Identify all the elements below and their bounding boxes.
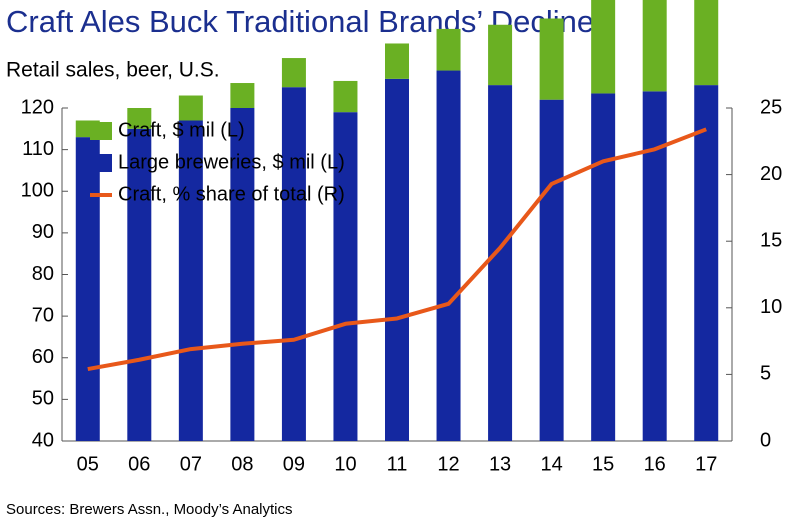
bar xyxy=(694,0,719,86)
y-tick-label: 50 xyxy=(32,388,54,410)
x-tick-label: 12 xyxy=(437,453,459,475)
chart-subtitle: Retail sales, beer, U.S. xyxy=(6,59,220,82)
bar xyxy=(694,85,719,441)
x-tick-label: 07 xyxy=(180,453,202,475)
bar xyxy=(75,137,100,441)
bar xyxy=(178,120,203,442)
x-tick-label: 09 xyxy=(283,453,305,475)
bar xyxy=(591,93,616,442)
legend-label: Craft, $ mil (L) xyxy=(118,119,245,141)
x-tick-label: 10 xyxy=(334,453,356,475)
bar xyxy=(385,43,409,79)
y-tick-label: 110 xyxy=(22,138,54,160)
bar xyxy=(539,99,564,442)
y2-tick-label: 10 xyxy=(760,296,782,318)
x-tick-label: 05 xyxy=(77,453,99,475)
bar xyxy=(281,87,306,441)
y2-tick-label: 15 xyxy=(760,229,782,251)
y-tick-label: 60 xyxy=(32,346,54,368)
y2-tick-label: 25 xyxy=(760,96,782,118)
x-tick-label: 16 xyxy=(644,453,666,475)
bar xyxy=(333,112,358,441)
bar xyxy=(436,28,461,71)
y-tick-label: 70 xyxy=(32,304,54,326)
x-tick-label: 13 xyxy=(489,453,511,475)
y-tick-label: 80 xyxy=(32,263,54,285)
y-tick-label: 100 xyxy=(21,180,54,202)
legend-label: Large breweries, $ mil (L) xyxy=(118,151,345,173)
y-tick-label: 90 xyxy=(32,221,54,243)
x-tick-label: 08 xyxy=(231,453,253,475)
bar xyxy=(127,128,152,441)
bar xyxy=(385,78,409,442)
line xyxy=(87,127,707,372)
bar xyxy=(591,0,616,94)
bar xyxy=(333,80,358,113)
x-tick-label: 14 xyxy=(540,453,562,475)
bar xyxy=(127,108,152,129)
legend-swatch xyxy=(90,122,112,140)
x-tick-label: 17 xyxy=(695,453,717,475)
legend-swatch xyxy=(90,154,112,172)
x-tick-label: 15 xyxy=(592,453,614,475)
x-tick-label: 06 xyxy=(128,453,150,475)
x-tick-label: 11 xyxy=(387,453,408,475)
bar xyxy=(230,108,255,441)
bar xyxy=(281,58,306,88)
y2-tick-label: 5 xyxy=(760,363,771,385)
bar xyxy=(488,24,513,86)
bar xyxy=(178,95,203,121)
y-tick-label: 40 xyxy=(32,429,54,451)
y2-tick-label: 20 xyxy=(760,163,782,185)
bar xyxy=(642,91,667,441)
source-note: Sources: Brewers Assn., Moody’s Analytic… xyxy=(6,501,293,518)
bar xyxy=(539,18,564,100)
bar xyxy=(436,70,461,441)
legend-label: Craft, % share of total (R) xyxy=(118,183,345,205)
y2-tick-label: 0 xyxy=(760,429,771,451)
bar xyxy=(230,83,255,108)
bar xyxy=(642,0,667,92)
y-tick-label: 120 xyxy=(21,96,54,118)
bar xyxy=(488,85,513,441)
